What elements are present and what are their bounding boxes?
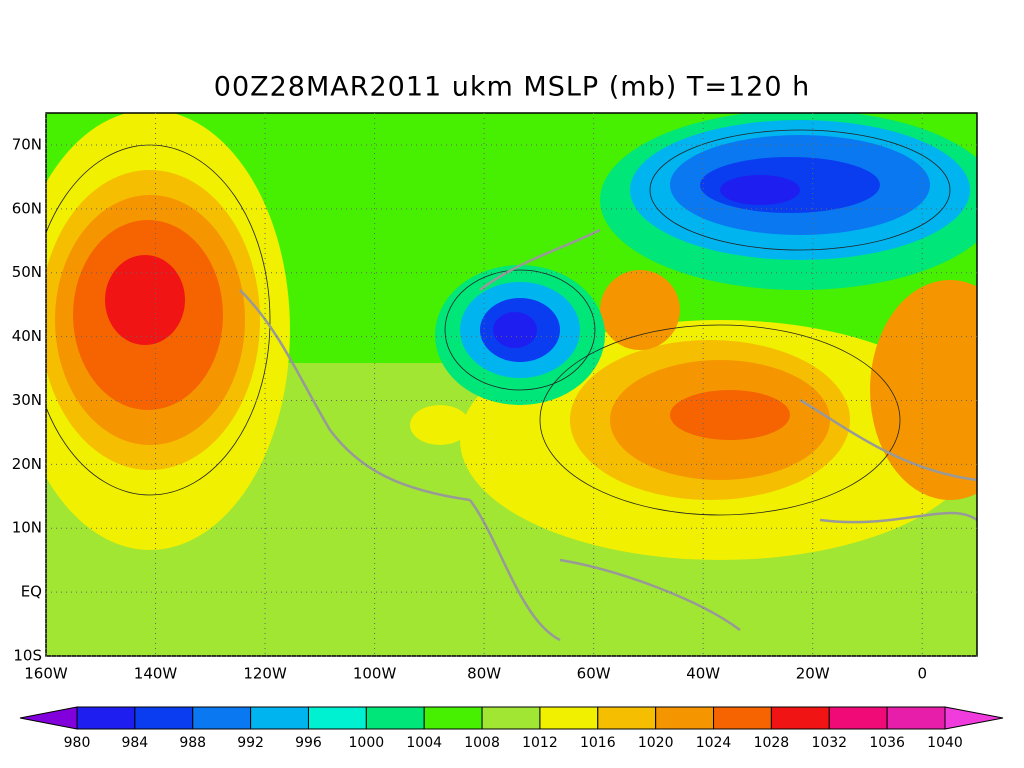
- colorbar-label: 1040: [927, 735, 963, 751]
- title: 00Z28MAR2011 ukm MSLP (mb) T=120 h: [214, 72, 810, 103]
- lat-label: EQ: [21, 583, 42, 601]
- lat-label: 50N: [12, 263, 42, 281]
- colorbar-box: [365, 706, 425, 730]
- lat-label: 10S: [13, 647, 42, 665]
- lat-label: 70N: [12, 135, 42, 153]
- lon-label: 40W: [686, 665, 720, 683]
- colorbar-box: [886, 706, 946, 730]
- lon-label: 20W: [796, 665, 830, 683]
- colorbar-label: 992: [237, 735, 264, 751]
- colorbar-box: [250, 706, 309, 730]
- lon-label: 160W: [24, 665, 68, 683]
- colorbar-box: [192, 706, 252, 730]
- lat-label: 30N: [12, 391, 42, 409]
- colorbar-box: [76, 706, 136, 730]
- lat-label: 40N: [12, 327, 42, 345]
- colorbar-box: [828, 706, 888, 730]
- lon-label: 80W: [467, 665, 501, 683]
- colorbar-label: 1036: [869, 735, 905, 751]
- colorbar-label: 996: [295, 735, 322, 751]
- lon-label: 60W: [577, 665, 611, 683]
- lon-label: 140W: [134, 665, 178, 683]
- colorbar-label: 1000: [349, 735, 385, 751]
- colorbar-box: [134, 706, 194, 730]
- colorbar-label: 1008: [464, 735, 500, 751]
- colorbar-box: [713, 706, 772, 730]
- colorbar-box: [307, 706, 367, 730]
- colorbar-label: 988: [179, 735, 206, 751]
- pressure-field: [46, 113, 977, 656]
- lat-label: 20N: [12, 455, 42, 473]
- lon-label: 120W: [243, 665, 287, 683]
- colorbar-label: 1020: [638, 735, 674, 751]
- colorbar-box: [481, 706, 541, 730]
- colorbar-arrow: [19, 706, 78, 730]
- colorbar-label: 1004: [406, 735, 442, 751]
- colorbar-label: 1032: [811, 735, 847, 751]
- colorbar-box: [770, 706, 830, 730]
- colorbar-label: 980: [64, 735, 91, 751]
- colorbar-box: [539, 706, 599, 730]
- colorbar-arrow: [944, 706, 1004, 730]
- colorbar-box: [655, 706, 715, 730]
- colorbar-label: 984: [121, 735, 148, 751]
- lat-label: 60N: [12, 199, 42, 217]
- colorbar-label: 1024: [696, 735, 732, 751]
- colorbar-label: 1016: [580, 735, 616, 751]
- colorbar-label: 1012: [522, 735, 558, 751]
- lon-label: 100W: [353, 665, 397, 683]
- lon-label: 0: [917, 665, 927, 683]
- lat-label: 10N: [12, 519, 42, 537]
- colorbar-box: [597, 706, 657, 730]
- colorbar-label: 1028: [754, 735, 790, 751]
- colorbar-box: [423, 706, 483, 730]
